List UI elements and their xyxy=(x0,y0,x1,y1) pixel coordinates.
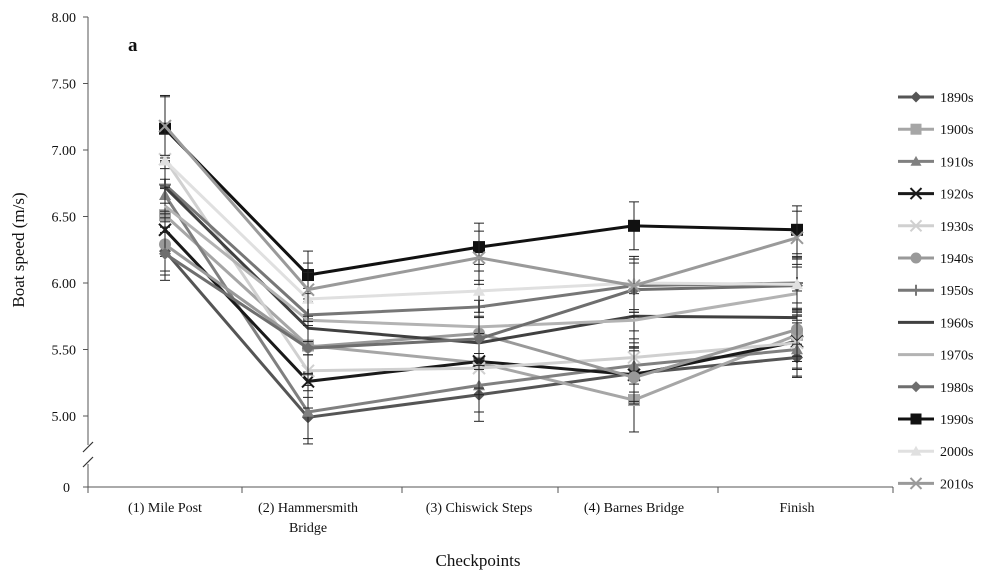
legend-label: 1920s xyxy=(940,188,973,203)
legend-marker xyxy=(909,219,923,233)
x-tick-label: (3) Chiswick Steps xyxy=(426,501,533,516)
data-point xyxy=(159,154,171,166)
legend-label: 2000s xyxy=(940,445,973,460)
legend-marker xyxy=(910,123,922,135)
legend-label: 1900s xyxy=(940,123,973,138)
legend-label: 2010s xyxy=(940,477,973,492)
legend-label: 1980s xyxy=(940,381,973,396)
x-tick-label: (4) Barnes Bridge xyxy=(584,501,684,516)
data-point xyxy=(473,332,485,345)
legend-label: 1910s xyxy=(940,155,973,170)
x-tick-label: Finish xyxy=(779,501,814,516)
legend-marker xyxy=(910,413,922,425)
data-point xyxy=(628,219,640,232)
legend-item: 1950s xyxy=(898,284,973,299)
legend-label: 1890s xyxy=(940,91,973,106)
x-axis-title: Checkpoints xyxy=(436,551,521,570)
data-point xyxy=(627,278,641,293)
y-tick-label: 8.00 xyxy=(52,11,77,26)
series-2010s xyxy=(158,96,804,317)
axis-break-mark xyxy=(82,441,94,453)
series-layer xyxy=(158,94,804,445)
legend-marker xyxy=(909,187,923,200)
axes: 8.00 7.50 7.00 6.50 6.00 5.50 5.00 0 (1) Mile Po… xyxy=(52,11,894,536)
data-point xyxy=(628,371,640,384)
y-tick-label: 7.00 xyxy=(52,144,77,159)
y-tick-label: 7.50 xyxy=(52,78,77,93)
data-point xyxy=(473,284,485,296)
x-tick-label: (2) Hammersmith xyxy=(258,501,358,516)
y-tick-label: 6.00 xyxy=(52,277,77,292)
legend-item: 1960s xyxy=(898,316,973,331)
legend-marker xyxy=(910,284,922,296)
legend-marker xyxy=(910,155,922,166)
data-point xyxy=(790,231,804,245)
data-point xyxy=(158,119,172,133)
y-tick-label: 5.00 xyxy=(52,410,77,425)
legend-label: 1970s xyxy=(940,349,973,364)
x-tick-label: (1) Mile Post xyxy=(128,501,202,516)
series-line xyxy=(163,159,798,301)
data-point xyxy=(791,278,803,290)
legend-item: 1930s xyxy=(898,219,973,235)
y-tick-label: 5.50 xyxy=(52,344,77,359)
panel-label: a xyxy=(128,35,138,56)
legend-label: 1990s xyxy=(940,413,973,428)
legend-item: 1980s xyxy=(898,381,973,396)
data-point xyxy=(302,406,314,417)
y-tick-label: 6.50 xyxy=(52,211,77,226)
data-point xyxy=(301,282,315,297)
series-line xyxy=(163,125,798,292)
legend-item: 1900s xyxy=(898,123,973,138)
legend-label: 1960s xyxy=(940,316,973,331)
data-point xyxy=(472,251,486,265)
legend-item: 1910s xyxy=(898,155,973,170)
y-axis-title: Boat speed (m/s) xyxy=(9,192,28,307)
legend-label: 1930s xyxy=(940,220,973,235)
legend: 1890s 1900s 1910s 1920s 1930s 1940s 1950s 1960s… xyxy=(898,91,973,492)
data-point xyxy=(159,247,171,260)
legend-item: 1890s xyxy=(898,91,973,106)
legend-item: 2000s xyxy=(898,445,973,460)
data-point xyxy=(302,342,314,355)
legend-item: 1920s xyxy=(898,187,973,203)
legend-marker xyxy=(909,477,923,490)
legend-marker xyxy=(910,252,922,264)
legend-marker xyxy=(910,445,922,456)
legend-label: 1950s xyxy=(940,284,973,299)
legend-item: 1970s xyxy=(898,349,973,364)
legend-marker xyxy=(910,381,922,393)
legend-label: 1940s xyxy=(940,252,973,267)
legend-item: 1990s xyxy=(898,413,973,428)
legend-item: 1940s xyxy=(898,252,973,267)
y-tick-label: 0 xyxy=(63,481,70,496)
axis-break-mark xyxy=(82,456,94,468)
legend-item: 2010s xyxy=(898,477,973,492)
x-tick-label: Bridge xyxy=(289,521,327,536)
legend-marker xyxy=(910,91,922,103)
